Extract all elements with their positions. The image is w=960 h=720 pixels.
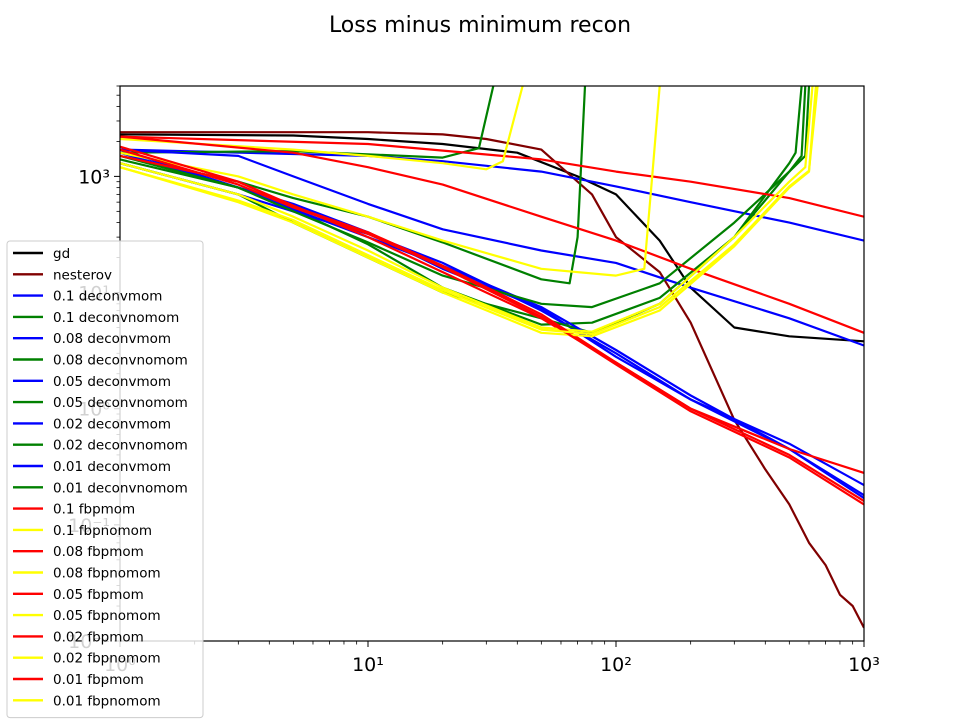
legend-label: 0.01 deconvnomom (53, 480, 188, 496)
legend-label: 0.02 fbpmom (53, 629, 144, 645)
series-layer (120, 86, 864, 629)
series-line-10 (120, 151, 864, 497)
legend-label: 0.05 deconvnomom (53, 395, 188, 411)
y-tick-label: 10³ (78, 166, 110, 188)
series-line-11 (120, 86, 811, 309)
series-line-13 (120, 86, 524, 171)
legend-box (6, 240, 204, 719)
legend: gd nesterov 0.1 deconvmom 0.1 deconvnomom 0.… (6, 240, 204, 719)
legend-label: 0.1 fbpmom (53, 502, 135, 518)
legend-label: 0.08 fbpnomom (53, 566, 161, 582)
series-line-7 (120, 86, 803, 326)
legend-label: gd (53, 246, 70, 262)
legend-label: 0.05 fbpnomom (53, 608, 161, 624)
legend-label: 0.08 deconvmom (53, 331, 171, 347)
series-line-1 (120, 131, 864, 629)
series-line-20 (120, 148, 864, 506)
legend-label: 0.08 fbpmom (53, 544, 144, 560)
series-line-15 (120, 86, 661, 277)
legend-label: nesterov (53, 267, 112, 283)
series-line-0 (120, 133, 864, 343)
series-line-17 (120, 86, 814, 333)
legend-label: 0.02 deconvnomom (53, 438, 188, 454)
chart-title: Loss minus minimum recon (329, 13, 631, 38)
legend-label: 0.02 deconvmom (53, 416, 171, 432)
series-line-14 (120, 135, 864, 334)
series-line-3 (120, 86, 495, 159)
series-line-16 (120, 154, 864, 474)
series-line-12 (120, 135, 864, 218)
series-line-18 (120, 145, 864, 503)
legend-label: 0.08 deconvnomom (53, 353, 188, 369)
legend-label: 0.05 deconvmom (53, 374, 171, 390)
legend-label: 0.02 fbpnomom (53, 651, 161, 667)
legend-label: 0.01 deconvmom (53, 459, 171, 475)
x-tick-label: 10² (600, 654, 632, 676)
legend-label: 0.01 fbpmom (53, 672, 144, 688)
legend-label: 0.1 deconvmom (53, 289, 162, 305)
legend-label: 0.01 fbpnomom (53, 693, 161, 709)
x-tick-label: 10¹ (352, 654, 384, 676)
series-line-21 (120, 86, 819, 336)
series-line-5 (120, 86, 587, 285)
series-line-4 (120, 148, 864, 347)
legend-label: 0.1 deconvnomom (53, 310, 179, 326)
legend-label: 0.1 fbpnomom (53, 523, 152, 539)
x-tick-label: 10³ (848, 654, 880, 676)
plot-frame (119, 85, 865, 642)
legend-label: 0.05 fbpmom (53, 587, 144, 603)
